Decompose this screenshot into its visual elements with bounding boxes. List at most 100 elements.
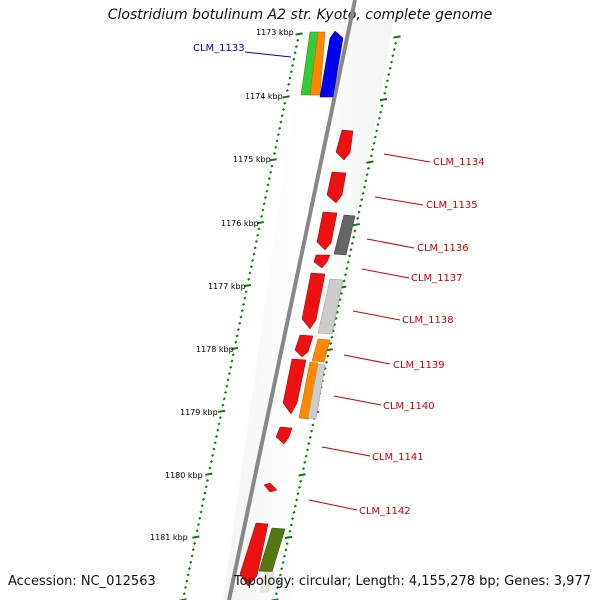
- minor-tick: [274, 592, 278, 596]
- major-tick: [205, 472, 213, 476]
- minor-tick: [238, 321, 242, 325]
- gene-arrow-clm-1139[interactable]: [294, 334, 314, 358]
- minor-tick: [283, 101, 287, 105]
- minor-tick: [282, 554, 287, 558]
- minor-tick: [304, 454, 308, 458]
- gene-arrow-blue-clm-1133[interactable]: [319, 30, 344, 98]
- minor-tick: [278, 126, 282, 130]
- major-tick: [217, 409, 226, 413]
- minor-tick: [209, 460, 213, 464]
- minor-tick: [208, 466, 212, 470]
- minor-tick: [185, 579, 189, 583]
- gene-arrow-clm-1137[interactable]: [313, 254, 331, 269]
- minor-tick: [285, 89, 289, 93]
- gene-arrow-clm-1136[interactable]: [316, 211, 338, 251]
- gene-arrow-clm-1140[interactable]: [282, 358, 307, 415]
- minor-tick: [205, 479, 210, 482]
- kbp-label: 1178 kbp: [196, 345, 234, 354]
- minor-tick: [357, 210, 361, 214]
- minor-tick: [349, 248, 353, 252]
- gene-label-clm-1135[interactable]: CLM_1135: [426, 200, 478, 211]
- minor-tick: [285, 542, 289, 546]
- minor-tick: [221, 403, 225, 407]
- gene-block-dark-gray[interactable]: [333, 214, 356, 256]
- minor-tick: [383, 91, 387, 95]
- leader-line: [383, 153, 431, 163]
- gene-label-clm-1133[interactable]: CLM_1133: [193, 43, 245, 54]
- minor-tick: [358, 204, 362, 208]
- minor-tick: [277, 579, 281, 583]
- minor-tick: [335, 310, 339, 314]
- leader-line: [321, 446, 371, 457]
- gene-arrow-clm-1134[interactable]: [335, 129, 354, 161]
- gene-label-clm-1138[interactable]: CLM_1138: [402, 315, 454, 326]
- leader-line: [308, 499, 358, 511]
- gene-block-light-gray[interactable]: [317, 278, 344, 335]
- gene-label-clm-1140[interactable]: CLM_1140: [383, 401, 435, 412]
- minor-tick: [343, 273, 348, 277]
- gene-label-clm-1139[interactable]: CLM_1139: [393, 360, 445, 371]
- gene-label-clm-1134[interactable]: CLM_1134: [433, 157, 485, 168]
- minor-tick: [231, 353, 235, 357]
- minor-tick: [379, 110, 383, 114]
- minor-tick: [297, 485, 301, 489]
- gene-arrow-clm-1135[interactable]: [326, 171, 347, 204]
- minor-tick: [263, 196, 268, 199]
- minor-tick: [276, 586, 280, 589]
- minor-tick: [284, 548, 288, 552]
- minor-tick: [225, 384, 229, 388]
- minor-tick: [251, 258, 255, 262]
- backbone-line: [227, 0, 357, 600]
- minor-tick: [352, 235, 356, 239]
- gene-arrow-red-bottom[interactable]: [239, 522, 269, 587]
- minor-tick: [388, 66, 392, 70]
- gene-label-clm-1141[interactable]: CLM_1141: [372, 452, 424, 463]
- gene-block-light-gray-2[interactable]: [307, 363, 326, 420]
- minor-tick: [324, 360, 329, 364]
- gene-label-clm-1142[interactable]: CLM_1142: [359, 506, 411, 517]
- gene-arrow-orange[interactable]: [309, 31, 326, 96]
- minor-tick: [338, 298, 342, 302]
- gene-block-orange-2[interactable]: [298, 361, 319, 420]
- minor-tick: [248, 271, 252, 275]
- accession-text: Accession: NC_012563: [8, 574, 156, 589]
- minor-tick: [339, 292, 343, 295]
- minor-tick: [345, 266, 349, 270]
- minor-tick: [234, 340, 238, 344]
- minor-tick: [291, 63, 295, 67]
- minor-tick: [390, 60, 394, 64]
- minor-tick: [216, 428, 220, 432]
- minor-tick: [308, 435, 312, 439]
- minor-tick: [212, 447, 216, 451]
- minor-tick: [367, 166, 371, 170]
- gene-arrow-clm-1141[interactable]: [275, 426, 293, 445]
- minor-tick: [373, 135, 377, 139]
- minor-tick: [191, 548, 195, 552]
- minor-tick: [243, 296, 247, 300]
- gene-block-pale[interactable]: [259, 571, 275, 593]
- kbp-label: 1179 kbp: [180, 408, 218, 417]
- minor-tick: [247, 277, 251, 281]
- minor-tick: [376, 123, 380, 127]
- kbp-label: 1177 kbp: [208, 282, 246, 291]
- major-tick: [256, 221, 265, 225]
- gene-arrow-clm-1138-a[interactable]: [301, 272, 326, 330]
- major-tick: [393, 35, 401, 39]
- minor-tick: [334, 317, 338, 320]
- major-tick: [230, 346, 239, 351]
- minor-tick: [385, 79, 390, 83]
- gene-block-orange[interactable]: [311, 338, 331, 363]
- minor-tick: [240, 309, 244, 313]
- minor-tick: [289, 70, 293, 74]
- gene-arrow-clm-1142[interactable]: [263, 482, 278, 493]
- minor-tick: [217, 422, 221, 426]
- minor-tick: [229, 365, 233, 369]
- minor-tick: [307, 442, 311, 446]
- gene-label-clm-1137[interactable]: CLM_1137: [411, 273, 463, 284]
- gene-label-clm-1136[interactable]: CLM_1136: [417, 243, 469, 254]
- minor-tick: [281, 561, 285, 564]
- inner-tick-ring: [179, 32, 303, 600]
- major-tick: [282, 95, 290, 99]
- minor-tick: [252, 252, 256, 256]
